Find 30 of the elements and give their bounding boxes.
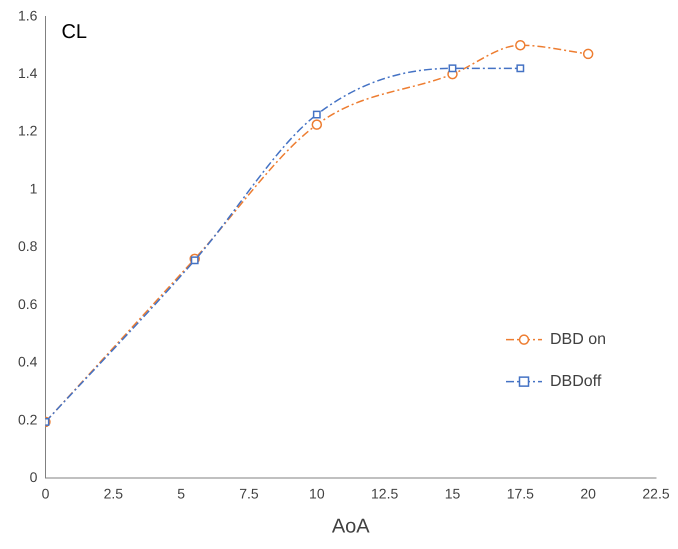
x-tick-label: 5 bbox=[177, 485, 186, 502]
y-tick-label: 1.6 bbox=[18, 7, 38, 24]
x-tick-label: 22.5 bbox=[642, 485, 670, 502]
x-tick-label: 7.5 bbox=[239, 485, 259, 502]
point bbox=[312, 110, 321, 118]
point bbox=[312, 119, 322, 130]
x-tick-label: 0 bbox=[42, 485, 50, 502]
x-tick-label: 15 bbox=[444, 485, 460, 502]
point bbox=[448, 64, 456, 72]
y-tick-label: 0.6 bbox=[18, 296, 38, 312]
y-tick-label: 0.2 bbox=[18, 411, 38, 428]
legend-label: DBD on bbox=[550, 331, 606, 348]
x-tick-label: 12.5 bbox=[371, 485, 398, 502]
y-tick-label: 1.4 bbox=[18, 64, 38, 81]
point bbox=[582, 48, 594, 60]
point bbox=[516, 64, 524, 72]
point bbox=[515, 40, 526, 51]
legend-label: DBDoff bbox=[550, 373, 602, 390]
y-tick-label: 0 bbox=[30, 469, 38, 486]
x-tick-label: 20 bbox=[580, 485, 596, 502]
x-tick-label: 17.5 bbox=[506, 485, 534, 502]
y-tick-label: 1 bbox=[30, 180, 38, 196]
y-tick-label: 0.8 bbox=[18, 238, 38, 254]
y-axis-title: CL bbox=[61, 20, 88, 43]
y-tick-label: 1.2 bbox=[18, 122, 38, 139]
y-tick-label: 0.4 bbox=[18, 354, 38, 370]
x-axis-title: AoA bbox=[332, 516, 370, 538]
x-tick-label: 2.5 bbox=[104, 485, 124, 502]
point bbox=[190, 256, 199, 264]
x-tick-label: 10 bbox=[309, 485, 325, 502]
